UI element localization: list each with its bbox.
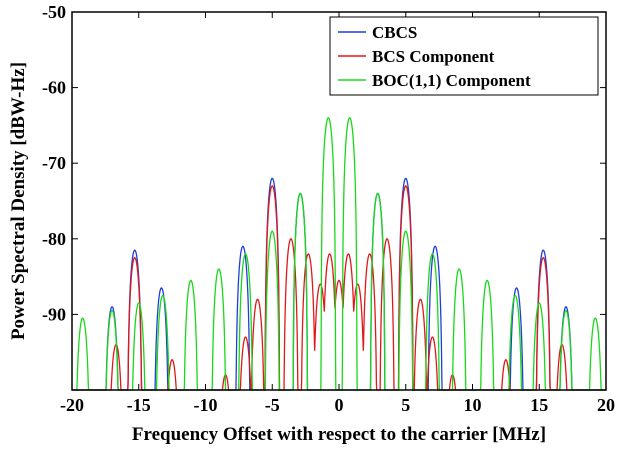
y-tick-label-4: -90 (42, 304, 66, 324)
y-tick-label-3: -80 (42, 229, 66, 249)
x-tick-label-7: 15 (530, 395, 548, 415)
ticks-layer: -20 -15 -10 -5 0 5 10 15 20-50-60-70-80-90 (42, 2, 615, 415)
legend-label-boc: BOC(1,1) Component (372, 71, 531, 90)
series-line-2 (72, 117, 606, 391)
y-tick-label-1: -60 (42, 78, 66, 98)
x-tick-label-5: 5 (401, 395, 410, 415)
legend-label-cbcs: CBCS (372, 23, 417, 42)
x-tick-label-1: -15 (127, 395, 151, 415)
series-layer (72, 117, 606, 391)
legend-box (329, 16, 599, 96)
legend-label-bcs: BCS Component (372, 47, 495, 66)
legend: CBCS BCS Component BOC(1,1) Component (329, 16, 599, 96)
x-tick-label-2: -10 (194, 395, 218, 415)
y-tick-label-0: -50 (42, 2, 66, 22)
y-tick-label-2: -70 (42, 153, 66, 173)
x-axis-title: Frequency Offset with respect to the car… (132, 424, 546, 445)
series-line-0 (72, 177, 606, 391)
x-tick-label-3: -5 (265, 395, 280, 415)
x-tick-label-4: 0 (335, 395, 344, 415)
x-tick-label-8: 20 (597, 395, 615, 415)
x-tick-label-0: -20 (60, 395, 84, 415)
x-tick-label-6: 10 (464, 395, 482, 415)
y-axis-title: Power Spectral Density [dBW-Hz] (8, 62, 29, 340)
series-line-1 (72, 185, 606, 391)
